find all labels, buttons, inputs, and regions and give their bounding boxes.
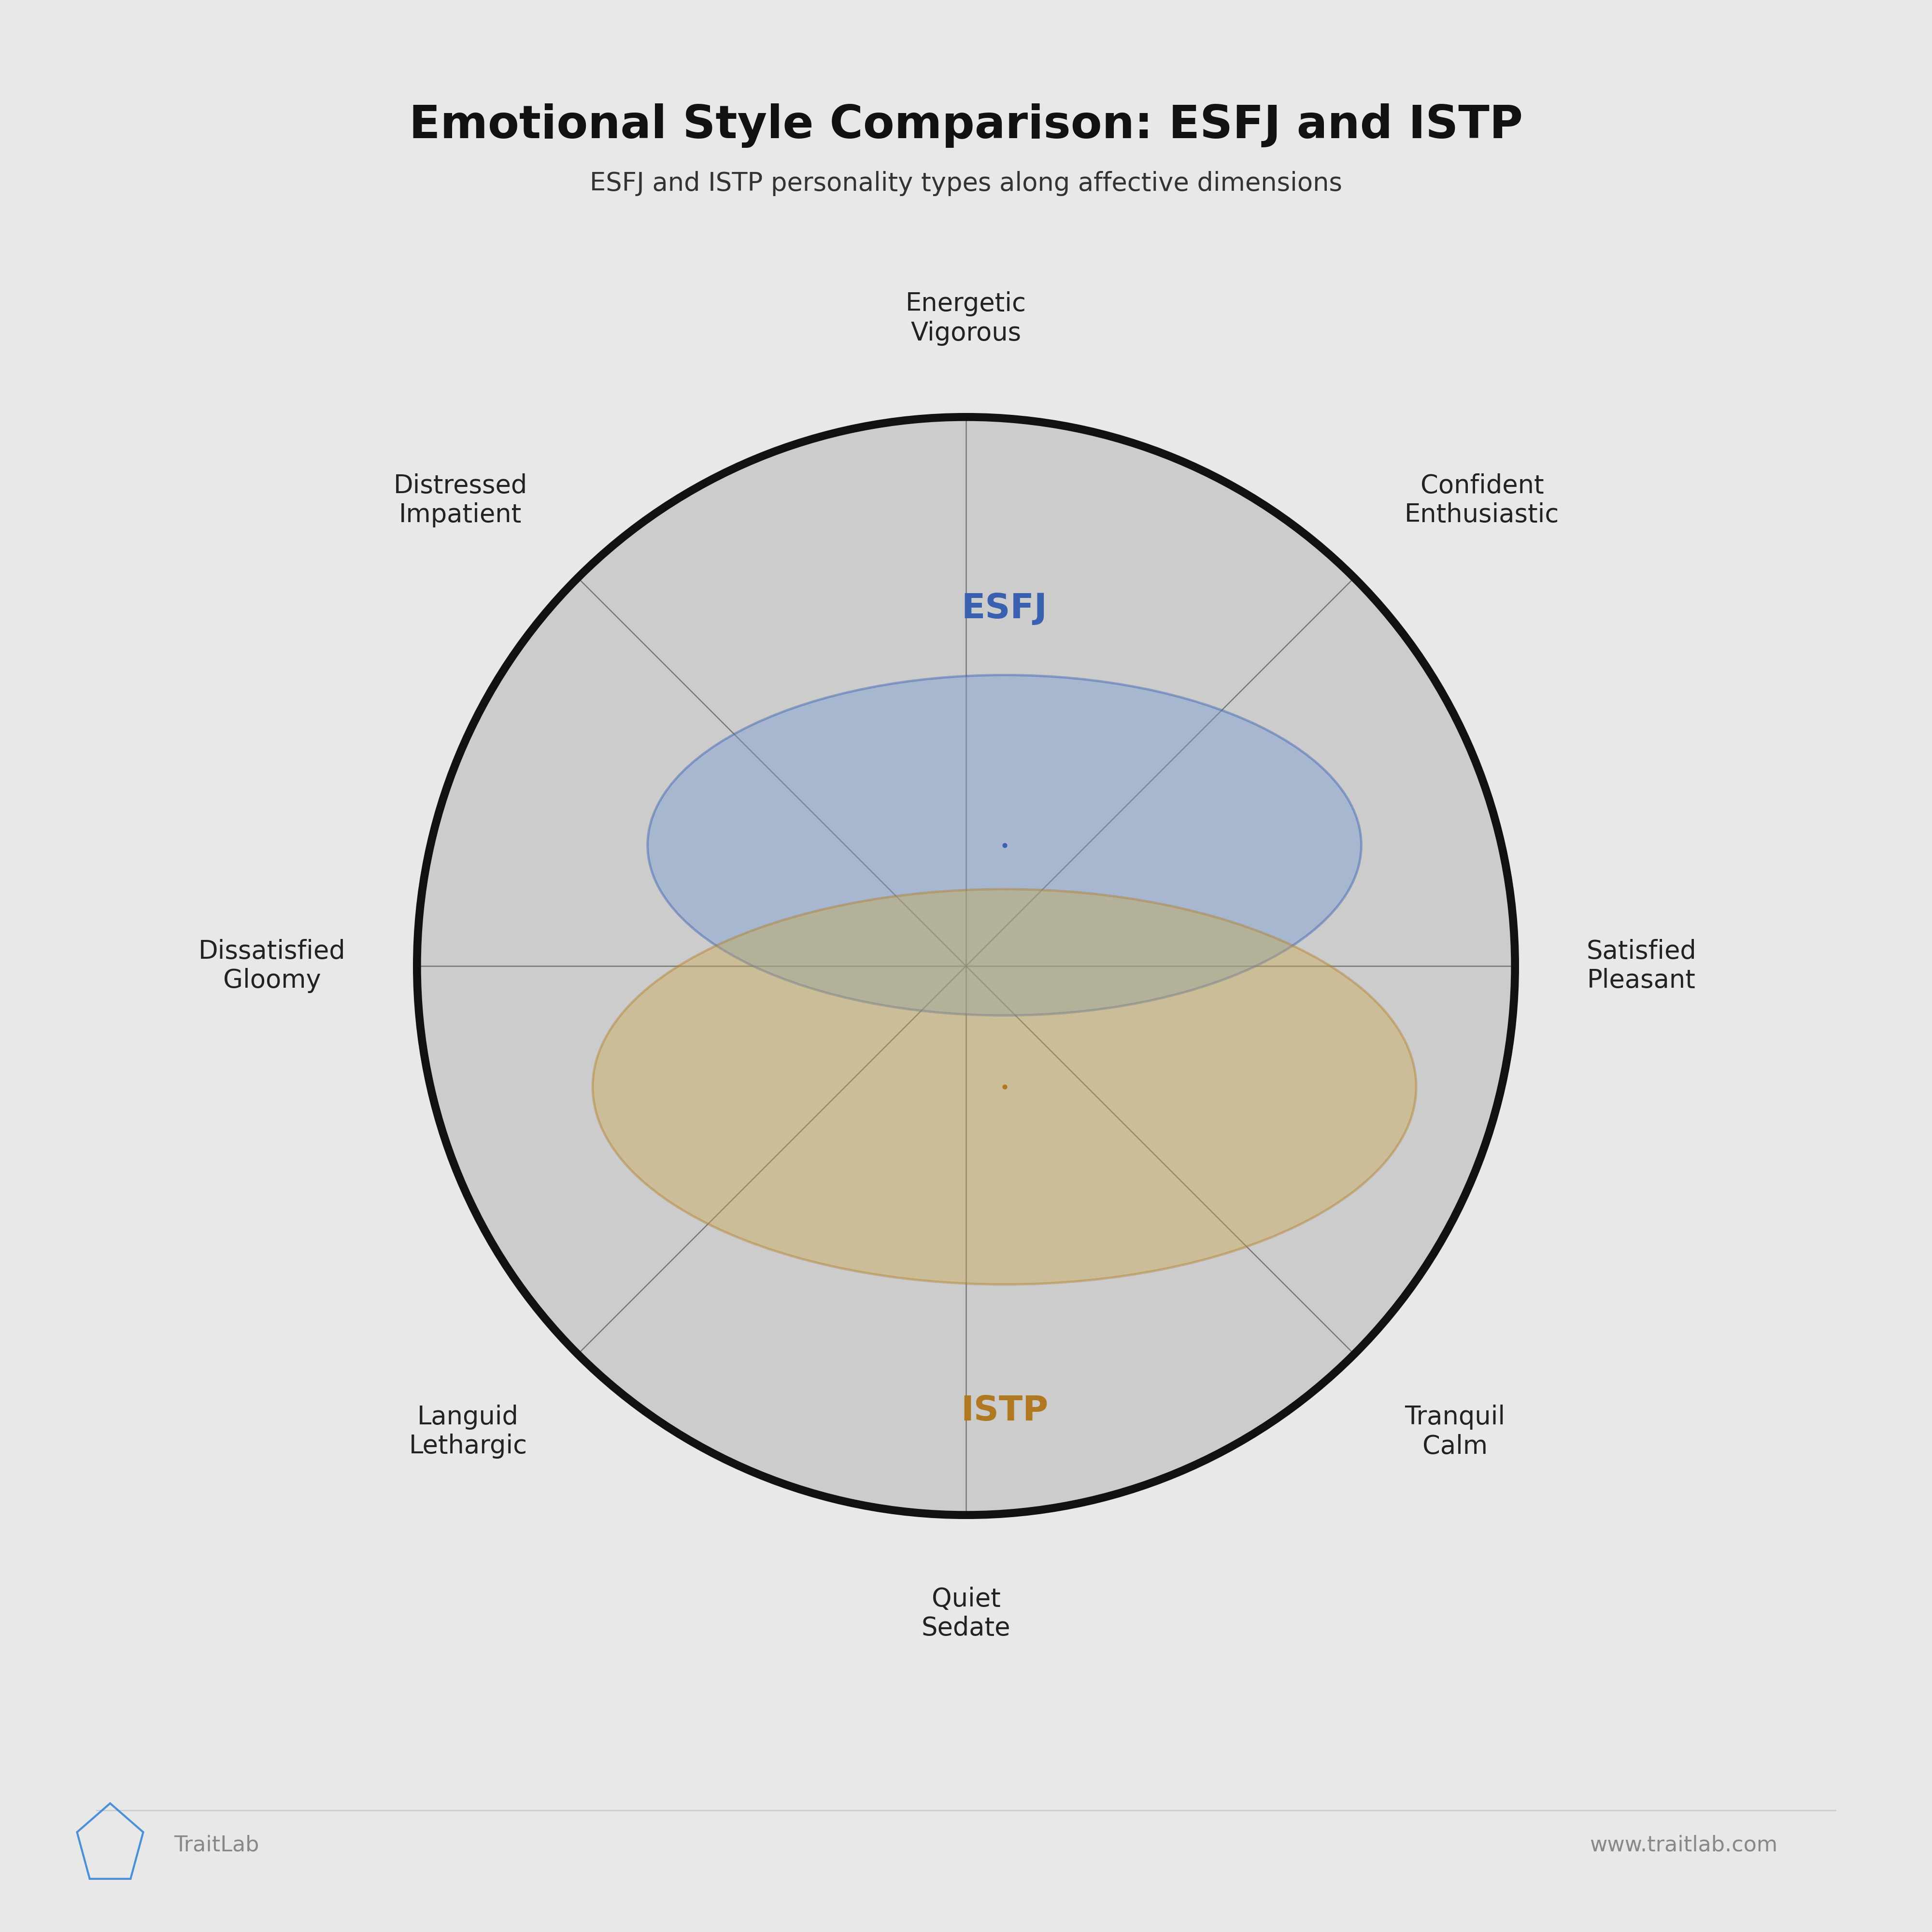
Text: Energetic
Vigorous: Energetic Vigorous (906, 292, 1026, 346)
Text: ISTP: ISTP (960, 1395, 1049, 1428)
Circle shape (782, 782, 1150, 1150)
Text: ESFJ and ISTP personality types along affective dimensions: ESFJ and ISTP personality types along af… (589, 172, 1343, 197)
Text: ESFJ: ESFJ (962, 593, 1047, 626)
Circle shape (875, 875, 1057, 1057)
Text: Dissatisfied
Gloomy: Dissatisfied Gloomy (199, 939, 346, 993)
Circle shape (692, 692, 1240, 1240)
Text: Distressed
Impatient: Distressed Impatient (394, 473, 527, 527)
Ellipse shape (593, 889, 1416, 1285)
Circle shape (601, 601, 1331, 1331)
Text: www.traitlab.com: www.traitlab.com (1590, 1835, 1777, 1855)
Circle shape (508, 508, 1424, 1424)
Text: Quiet
Sedate: Quiet Sedate (922, 1586, 1010, 1640)
Text: Confident
Enthusiastic: Confident Enthusiastic (1405, 473, 1559, 527)
Text: TraitLab: TraitLab (174, 1835, 259, 1855)
Point (989, 1072, 1020, 1103)
Text: Emotional Style Comparison: ESFJ and ISTP: Emotional Style Comparison: ESFJ and IST… (410, 102, 1522, 149)
Circle shape (417, 417, 1515, 1515)
Point (989, 829, 1020, 860)
Text: Languid
Lethargic: Languid Lethargic (410, 1405, 527, 1459)
Ellipse shape (647, 674, 1362, 1016)
Text: Tranquil
Calm: Tranquil Calm (1405, 1405, 1505, 1459)
Text: Satisfied
Pleasant: Satisfied Pleasant (1586, 939, 1696, 993)
